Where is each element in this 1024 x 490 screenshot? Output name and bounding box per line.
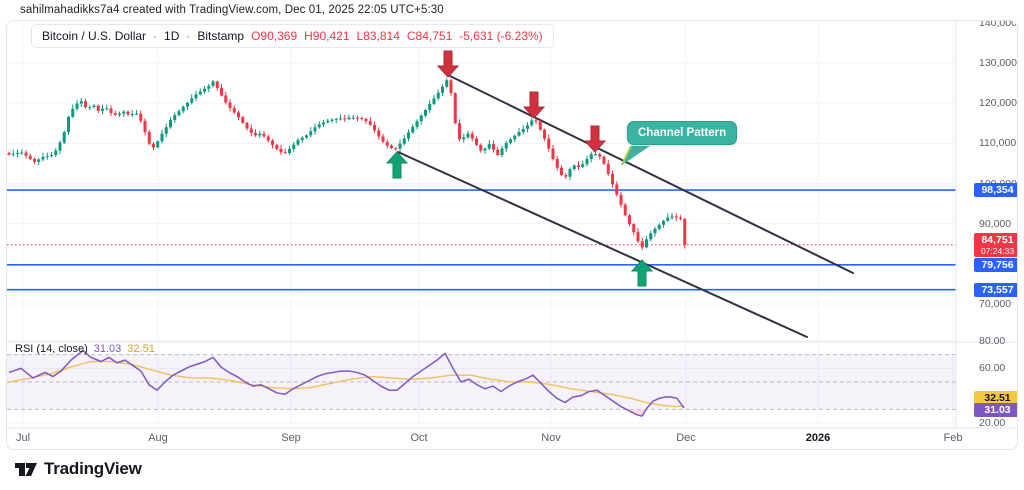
time-axis-label: 2026 (805, 432, 831, 444)
time-axis-label: Oct (410, 432, 428, 444)
rsi-value: 31.03 (93, 343, 122, 355)
interval-label: 1D (164, 29, 180, 43)
price-tick-label: 70,000 (979, 298, 1012, 310)
bar-countdown: 07:24:33 (980, 245, 1015, 256)
tradingview-footer: TradingView (14, 458, 142, 480)
buy-arrow-icon (630, 259, 654, 287)
ohlc-open: O90,369 (251, 29, 298, 43)
change-value: -5,631 (-6.23%) (459, 29, 543, 43)
price-tick-label: 140,000 (979, 20, 1017, 29)
buy-arrow-icon (385, 151, 409, 179)
rsi-tick-label: 60.00 (979, 362, 1006, 375)
time-axis-label: Dec (676, 432, 696, 444)
price-tick-label: 90,000 (979, 217, 1012, 230)
attribution-text: sahilmahadikks7a4 created with TradingVi… (20, 4, 444, 16)
chart-canvas[interactable] (7, 21, 1018, 450)
price-level-chip: 98,354 (974, 183, 1017, 198)
price-level-chip: 79,756 (974, 257, 1017, 272)
legend-separator: · (153, 29, 158, 43)
symbol-legend[interactable]: Bitcoin / U.S. Dollar · 1D · Bitstamp O9… (31, 24, 554, 48)
price-level-chip: 73,557 (974, 282, 1017, 297)
symbol-title: Bitcoin / U.S. Dollar (42, 29, 147, 43)
rsi-tick-label: 20.00 (979, 417, 1006, 429)
rsi-ma-value: 32.51 (127, 343, 155, 355)
time-axis-label: Jul (15, 432, 31, 444)
last-price-chip: 84,751 07:24:33 (974, 232, 1017, 257)
time-axis-label: Feb (943, 432, 963, 444)
time-axis-label: Nov (541, 432, 561, 444)
rsi-tick-label: 80.00 (979, 335, 1006, 347)
tradingview-brand-text: TradingView (44, 459, 142, 478)
sell-arrow-icon (583, 125, 607, 153)
sell-arrow-icon (436, 50, 460, 78)
rsi-value-chip: 31.03 (974, 403, 1017, 417)
channel-pattern-label[interactable]: Channel Pattern (627, 121, 738, 145)
price-tick-label: 110,000 (979, 137, 1017, 150)
ohlc-low: L83,814 (356, 29, 400, 43)
time-axis-label: Sep (281, 432, 301, 444)
sell-arrow-icon (522, 91, 546, 119)
last-price-value: 84,751 (981, 233, 1014, 246)
exchange-label: Bitstamp (197, 29, 245, 43)
ohlc-close: C84,751 (406, 29, 453, 43)
price-tick-label: 130,000 (979, 57, 1017, 69)
tradingview-logo-icon (15, 463, 37, 476)
rsi-title: RSI (14, close) (15, 343, 88, 355)
ohlc-high: H90,421 (304, 29, 350, 43)
price-tick-label: 120,000 (979, 97, 1017, 110)
rsi-legend[interactable]: RSI (14, close) 31.03 32.51 (15, 343, 155, 355)
rsi-value-chip: 32.51 (974, 391, 1017, 405)
chart-card: Bitcoin / U.S. Dollar · 1D · Bitstamp O9… (6, 20, 1018, 450)
time-axis-label: Aug (148, 432, 168, 444)
legend-separator: · (186, 29, 191, 43)
